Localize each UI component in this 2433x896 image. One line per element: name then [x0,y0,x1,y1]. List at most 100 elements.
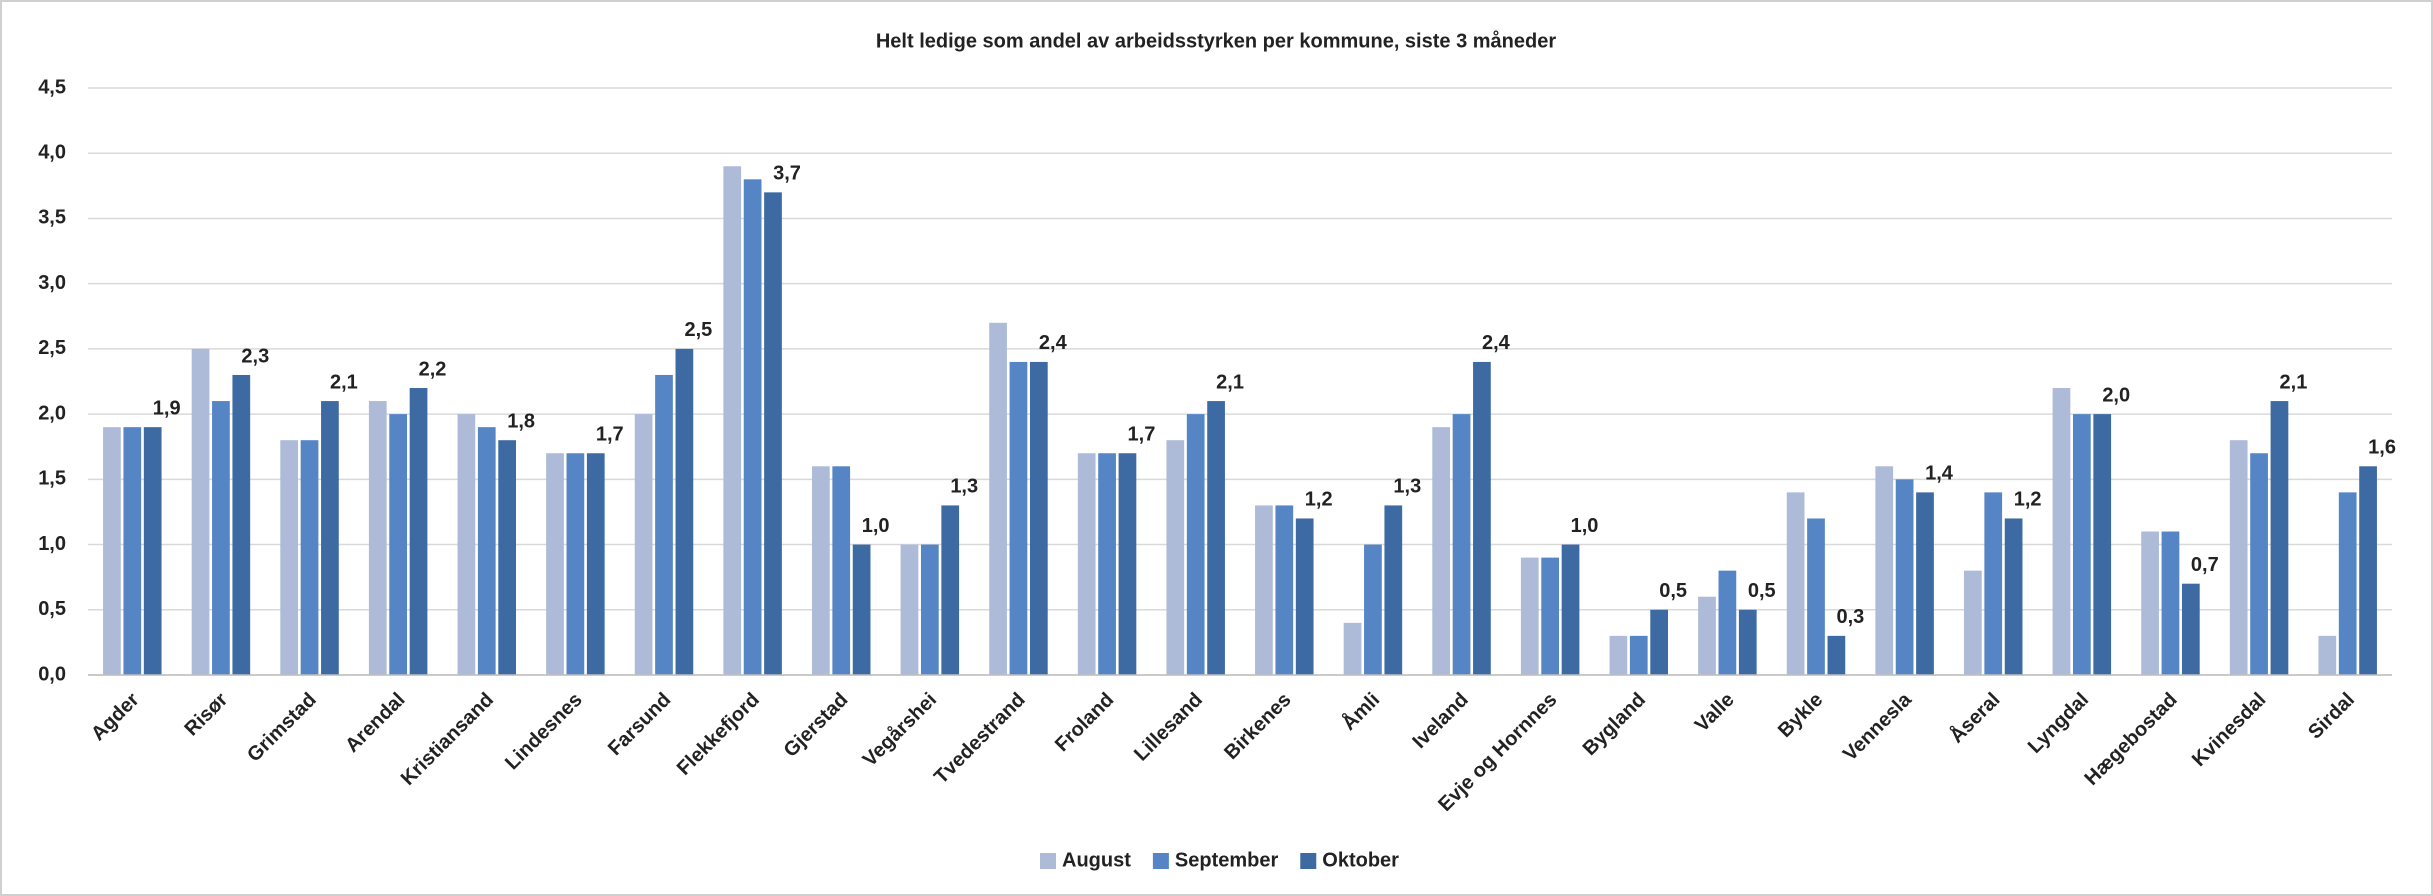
data-label: 1,4 [1925,463,1954,485]
bar [477,427,496,675]
bar [1895,479,1914,675]
bar [764,192,782,675]
bar [2318,635,2337,675]
bar [832,466,851,675]
bar [634,414,653,675]
bar [232,374,251,675]
data-label: 1,3 [950,476,978,498]
data-label: 1,7 [1128,424,1156,446]
bar [409,388,428,675]
data-label: 2,1 [1216,371,1244,393]
bar [1629,635,1648,675]
bar [1343,622,1362,675]
bar [1698,596,1716,675]
bar [2181,583,2200,675]
bar [389,414,408,675]
y-tick-label: 4,5 [38,76,66,98]
bar [1520,557,1539,675]
bar [143,427,162,675]
legend-swatch [1040,853,1056,869]
bar [546,453,564,675]
data-label: 1,6 [2368,437,2396,459]
bar [103,427,121,675]
bar [1473,361,1491,675]
bar [2250,453,2268,675]
bar [1609,635,1628,675]
bar [900,544,919,675]
bar [1009,361,1028,675]
data-label: 2,0 [2102,384,2130,406]
bar [1718,570,1737,675]
bar [1827,635,1846,675]
bar [1029,361,1048,675]
data-label: 2,4 [1482,332,1511,354]
data-label: 1,2 [2014,489,2042,511]
bar [1561,544,1580,675]
data-label: 1,3 [1393,476,1421,498]
bar [2338,492,2357,675]
bar [1098,453,1116,675]
bar [1186,414,1205,675]
bar [1118,453,1137,675]
bar [191,348,210,675]
bar [2093,414,2112,675]
data-label: 1,7 [596,424,624,446]
data-label: 1,8 [507,410,535,432]
y-tick-label: 3,5 [38,207,66,229]
bar [655,374,673,675]
bar [1541,557,1560,675]
data-label: 2,4 [1039,332,1068,354]
bar [280,440,299,675]
data-label: 1,0 [862,515,890,537]
y-tick-label: 3,0 [38,272,66,294]
bar [586,453,605,675]
data-label: 1,9 [153,397,181,419]
legend-label: Oktober [1322,849,1399,871]
data-label: 1,2 [1305,489,1333,511]
bar [123,427,142,675]
legend-label: August [1062,849,1131,871]
bar [1432,427,1451,675]
legend-label: September [1175,849,1279,871]
bar [1275,505,1294,675]
y-tick-label: 4,0 [38,142,66,164]
bar [1364,544,1382,675]
data-label: 0,3 [1836,606,1864,628]
data-label: 2,5 [684,319,712,341]
data-label: 0,5 [1748,580,1776,602]
bar [1786,492,1805,675]
bar [321,401,339,675]
bar [1384,505,1403,675]
bar [1077,453,1096,675]
bar [1916,492,1934,675]
bar [920,544,939,675]
data-label: 2,1 [330,371,358,393]
bar [1207,401,1225,675]
chart-title: Helt ledige som andel av arbeidsstyrken … [876,29,1556,52]
bar [675,348,694,675]
y-tick-label: 1,0 [38,533,66,555]
data-label: 3,7 [773,163,801,185]
bar [2141,531,2159,675]
data-label: 1,0 [1571,515,1599,537]
legend-swatch [1152,853,1169,869]
data-label: 2,3 [241,345,269,367]
bar [723,166,742,675]
data-label: 0,5 [1659,580,1687,602]
bar [1255,505,1273,675]
bar [2052,388,2071,675]
y-tick-label: 2,5 [38,337,66,359]
bar [2270,401,2289,675]
bar [2004,518,2023,675]
bar [1963,570,1982,675]
bar [2072,414,2091,675]
bar [989,322,1007,675]
bar [457,414,476,675]
bar [941,505,960,675]
bar [1807,518,1825,675]
bar [2359,466,2377,675]
bar [2229,440,2248,675]
data-label: 2,2 [419,358,447,380]
data-label: 2,1 [2280,371,2308,393]
